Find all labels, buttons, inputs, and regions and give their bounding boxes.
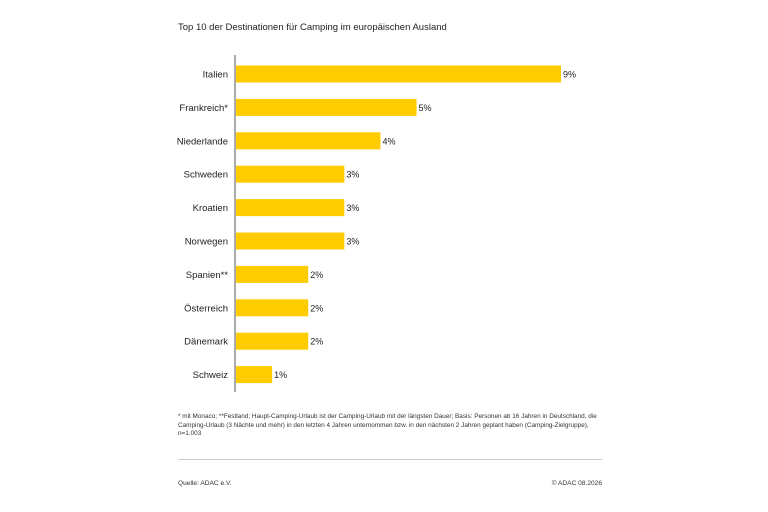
data-label: 9% xyxy=(563,70,576,80)
data-label: 3% xyxy=(346,170,359,180)
category-label: Italien xyxy=(203,70,228,81)
chart-title: Top 10 der Destinationen für Camping im … xyxy=(178,22,447,33)
category-label: Niederlande xyxy=(177,136,228,147)
bar xyxy=(236,265,309,283)
category-label: Schweiz xyxy=(193,370,229,381)
data-label: 2% xyxy=(310,270,323,280)
bar xyxy=(236,366,273,384)
bar xyxy=(236,132,381,150)
bar-chart: Italien 9% Frankreich* 5% Niederlande 4% Schwe… xyxy=(177,55,576,392)
category-label: Frankreich* xyxy=(179,103,228,114)
data-label: 2% xyxy=(310,337,323,347)
category-label: Kroatien xyxy=(193,203,228,214)
data-label: 3% xyxy=(346,203,359,213)
bar xyxy=(236,299,309,317)
category-label: Österreich xyxy=(184,303,228,314)
data-label: 3% xyxy=(346,237,359,247)
data-label: 1% xyxy=(274,370,287,380)
data-label: 2% xyxy=(310,303,323,313)
copyright-label: © ADAC 08.2026 xyxy=(551,480,602,487)
footer-divider xyxy=(178,459,602,460)
bar xyxy=(236,65,561,83)
footnote: * mit Monaco; **Festland; Haupt-Camping-… xyxy=(178,413,597,438)
bar xyxy=(236,332,309,350)
data-label: 4% xyxy=(382,136,395,146)
category-label: Norwegen xyxy=(185,237,228,248)
category-label: Dänemark xyxy=(184,337,228,348)
source-label: Quelle: ADAC e.V. xyxy=(178,480,232,487)
category-label: Schweden xyxy=(184,170,228,181)
bar xyxy=(236,165,345,183)
bar xyxy=(236,232,345,250)
bar xyxy=(236,98,417,116)
category-label: Spanien** xyxy=(186,270,229,281)
bar xyxy=(236,199,345,217)
data-label: 5% xyxy=(419,103,432,113)
